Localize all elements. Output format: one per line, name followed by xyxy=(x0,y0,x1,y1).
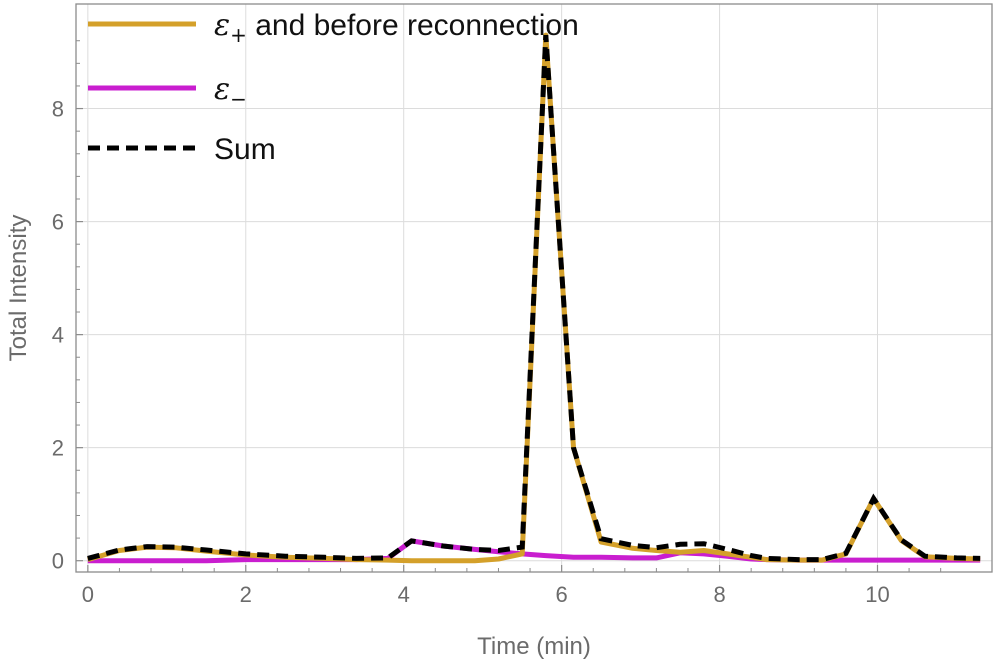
plot-frame xyxy=(75,3,993,573)
series-line-2 xyxy=(87,34,981,563)
x-tick-label: 2 xyxy=(240,582,252,607)
x-axis-title: Time (min) xyxy=(477,633,591,660)
legend-text-0: and before reconnection xyxy=(247,9,579,42)
series-group xyxy=(87,32,981,564)
axis-ticks: 0 2 4 6 8 10 0 2 4 6 8 xyxy=(52,40,942,607)
y-axis-title: Total Intensity xyxy=(5,215,32,362)
y-tick-label: 0 xyxy=(52,549,64,574)
legend-label-0: ε+ and before reconnection xyxy=(214,8,579,47)
y-tick-label: 8 xyxy=(52,97,64,122)
x-tick-label: 0 xyxy=(82,582,94,607)
legend-text-2: Sum xyxy=(214,133,276,166)
x-tick-label: 4 xyxy=(398,582,410,607)
legend-symbol-1: ε xyxy=(214,72,230,107)
x-tick-label: 10 xyxy=(865,582,889,607)
legend-subscript-0: + xyxy=(230,23,247,47)
legend-symbol-0: ε xyxy=(214,8,230,43)
legend-label-2: Sum xyxy=(214,133,276,166)
legend-label-1: ε− xyxy=(214,72,247,111)
legend-subscript-1: − xyxy=(230,87,247,111)
y-tick-label: 6 xyxy=(52,210,64,235)
series-line-1 xyxy=(87,538,981,564)
x-tick-label: 6 xyxy=(556,582,568,607)
x-tick-label: 8 xyxy=(713,582,725,607)
y-tick-label: 4 xyxy=(52,323,64,348)
y-tick-label: 2 xyxy=(52,436,64,461)
